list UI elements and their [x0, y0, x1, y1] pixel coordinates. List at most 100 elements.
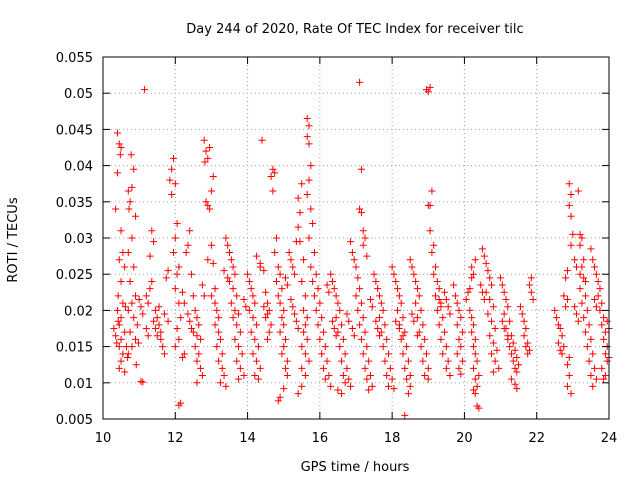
- data-point: [296, 238, 304, 246]
- x-tick-label: 12: [167, 431, 184, 446]
- data-point: [128, 183, 136, 191]
- data-point: [457, 314, 465, 322]
- data-point: [589, 382, 597, 390]
- data-point: [300, 306, 308, 314]
- data-point: [171, 285, 179, 293]
- data-point: [422, 350, 430, 358]
- data-point: [204, 201, 212, 209]
- data-point: [197, 364, 205, 372]
- data-point: [471, 375, 479, 383]
- data-point: [468, 314, 476, 322]
- data-point: [216, 379, 224, 387]
- data-point: [583, 343, 591, 351]
- data-point: [551, 306, 559, 314]
- y-tick-label: 0.03: [64, 232, 93, 247]
- data-point: [310, 248, 318, 256]
- data-point: [206, 144, 214, 151]
- data-point: [292, 317, 300, 325]
- data-point: [451, 292, 459, 300]
- data-point: [188, 270, 196, 278]
- data-point: [160, 310, 168, 318]
- data-point: [184, 241, 192, 249]
- data-point: [592, 375, 600, 383]
- data-point: [466, 306, 474, 314]
- data-point: [142, 292, 150, 300]
- data-point: [601, 328, 609, 336]
- data-point: [206, 205, 214, 213]
- data-point: [471, 335, 479, 343]
- data-point: [469, 386, 477, 394]
- data-point: [468, 328, 476, 336]
- data-point: [274, 292, 282, 300]
- data-point: [249, 314, 257, 322]
- data-point: [309, 220, 317, 228]
- data-point: [468, 263, 476, 271]
- data-point: [224, 241, 232, 249]
- data-point: [359, 241, 367, 249]
- data-point: [124, 187, 132, 195]
- data-point: [294, 325, 302, 332]
- data-point: [435, 321, 443, 329]
- data-point: [117, 357, 125, 365]
- data-point: [110, 325, 118, 332]
- x-tick-label: 10: [95, 431, 112, 446]
- data-point: [592, 303, 600, 311]
- data-point: [489, 303, 497, 311]
- data-point: [305, 176, 313, 184]
- data-point: [591, 263, 599, 271]
- data-point: [598, 321, 606, 329]
- data-point: [287, 256, 295, 264]
- data-point: [424, 375, 432, 383]
- x-tick-label: 24: [601, 431, 618, 446]
- data-point: [567, 241, 575, 249]
- data-point: [319, 364, 327, 372]
- data-point: [135, 296, 143, 304]
- data-point: [327, 270, 335, 278]
- data-point: [280, 343, 288, 351]
- data-point: [151, 325, 159, 332]
- data-point: [383, 335, 391, 343]
- data-point: [479, 288, 486, 296]
- data-point: [574, 187, 582, 195]
- data-point: [193, 332, 201, 340]
- data-point: [515, 361, 523, 369]
- data-point: [113, 169, 121, 177]
- data-point: [224, 274, 232, 282]
- data-point: [525, 346, 533, 354]
- data-point: [453, 350, 461, 358]
- data-point: [332, 314, 340, 322]
- data-point: [500, 325, 508, 332]
- data-point: [204, 154, 212, 162]
- data-point: [524, 339, 532, 347]
- data-point: [244, 270, 252, 278]
- data-point: [574, 317, 582, 325]
- y-tick-label: 0.055: [56, 51, 93, 66]
- data-point: [589, 350, 597, 358]
- data-point: [563, 267, 571, 275]
- data-point: [361, 364, 369, 372]
- data-point: [278, 350, 286, 358]
- data-point: [148, 227, 156, 235]
- data-point: [298, 343, 306, 351]
- data-point: [207, 187, 215, 195]
- y-tick-label: 0.005: [56, 413, 93, 428]
- data-point: [359, 227, 367, 235]
- data-point: [262, 314, 270, 322]
- data-point: [294, 390, 302, 398]
- data-point: [204, 256, 212, 264]
- data-point: [263, 310, 271, 318]
- data-point: [117, 227, 125, 235]
- data-point: [159, 343, 167, 351]
- data-point: [280, 321, 288, 329]
- data-point: [271, 169, 279, 177]
- data-point: [453, 299, 461, 307]
- data-point: [189, 292, 197, 300]
- data-point: [489, 339, 497, 347]
- data-point: [486, 274, 494, 282]
- data-point: [377, 299, 385, 307]
- data-point: [263, 335, 271, 343]
- data-point: [334, 386, 342, 394]
- data-point: [444, 303, 452, 311]
- data-point: [276, 328, 284, 336]
- data-point: [357, 165, 365, 173]
